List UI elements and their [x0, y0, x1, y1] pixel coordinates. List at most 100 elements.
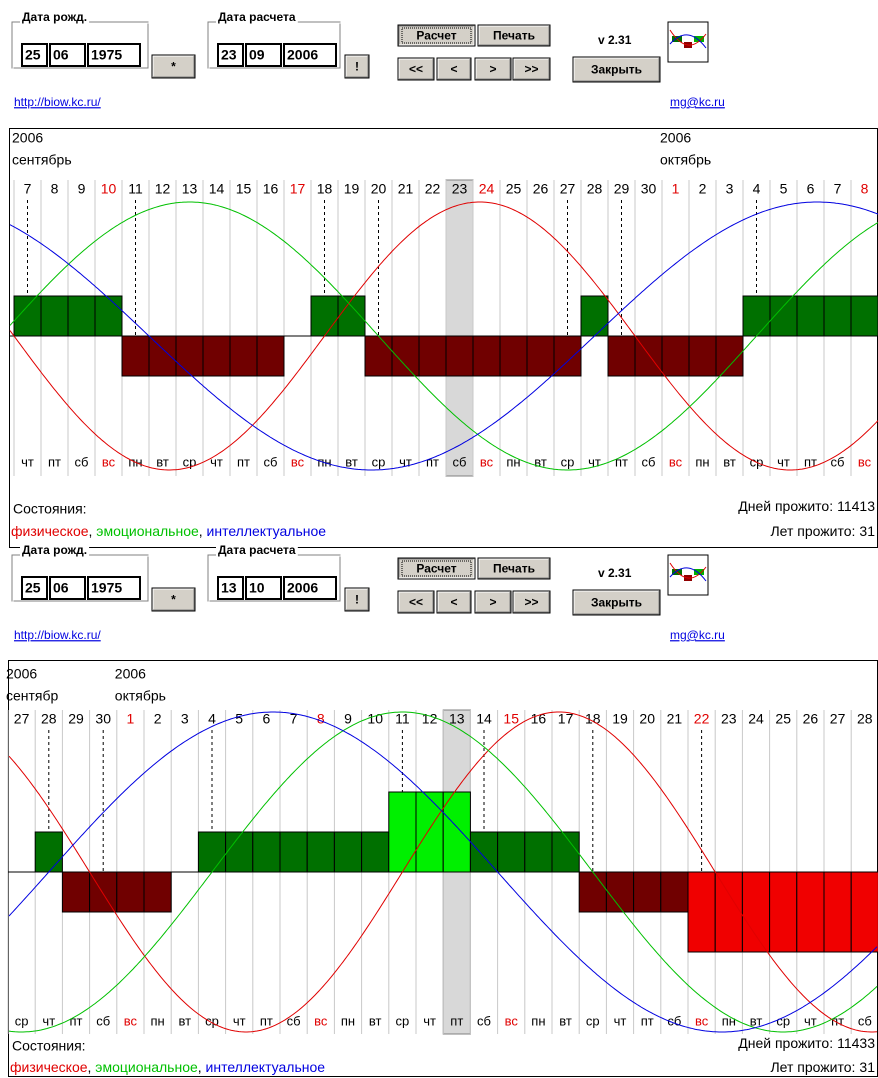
bevel: [438, 592, 471, 613]
day-number: 29: [614, 181, 630, 197]
state-bar: [524, 831, 553, 873]
print-button[interactable]: Печать: [477, 557, 551, 580]
bevel: [476, 592, 511, 613]
date-field[interactable]: [217, 576, 244, 600]
date-field[interactable]: [283, 576, 337, 600]
state-bar: [578, 871, 607, 913]
date-field[interactable]: [217, 43, 244, 67]
state-bar: [61, 871, 91, 913]
day-number: 25: [506, 181, 522, 197]
bevel: [478, 558, 549, 578]
day-number: 1: [127, 711, 135, 727]
date-field-text[interactable]: 2006: [287, 47, 318, 63]
day-number: 2: [699, 181, 707, 197]
day-number: 27: [14, 711, 30, 727]
url-link[interactable]: http://biow.kc.ru/: [14, 95, 101, 109]
calc-button[interactable]: Расчет: [397, 557, 476, 580]
weekday: вт: [723, 454, 736, 469]
go-button[interactable]: !: [344, 587, 370, 612]
nav-button[interactable]: <<: [397, 590, 435, 614]
legend: физическое, эмоциональное, интеллектуаль…: [11, 523, 326, 539]
calc-button[interactable]: Расчет: [397, 24, 476, 47]
bevel: [437, 591, 470, 612]
date-field-text[interactable]: 13: [221, 580, 237, 596]
bevel: [152, 55, 194, 77]
print-button[interactable]: Печать: [477, 24, 551, 47]
weekday: сб: [477, 1013, 491, 1028]
state-bar: [551, 831, 580, 873]
legend-entry: интеллектуальное: [206, 1059, 326, 1075]
legend-separator: ,: [89, 523, 97, 539]
date-field-text[interactable]: 25: [25, 47, 41, 63]
icon-curve: [669, 567, 707, 582]
day-number: 9: [78, 181, 86, 197]
state-bar: [823, 871, 852, 953]
date-field-text[interactable]: 09: [249, 47, 265, 63]
star-button[interactable]: *: [151, 54, 196, 79]
state-bar: [605, 871, 635, 913]
star-button[interactable]: *: [151, 587, 196, 612]
nav-button[interactable]: <: [436, 57, 472, 81]
day-number: 16: [531, 711, 547, 727]
date-field[interactable]: [49, 576, 86, 600]
close-button[interactable]: Закрыть: [572, 589, 661, 616]
nav-button[interactable]: <: [436, 590, 472, 614]
app-icon[interactable]: [667, 21, 709, 63]
date-field[interactable]: [21, 43, 48, 67]
date-field-text[interactable]: 06: [53, 580, 69, 596]
days-lived: Дней прожито: 11433: [738, 1035, 875, 1051]
controls: Дата рожд. 25 06 1975 * Дата расчета 13 10 2006!…: [11, 543, 725, 642]
app-icon[interactable]: [667, 554, 709, 596]
close-button[interactable]: Закрыть: [572, 56, 661, 83]
bevel: [152, 588, 194, 610]
date-field-text[interactable]: 25: [25, 580, 41, 596]
date-field[interactable]: [245, 43, 282, 67]
biorhythm-chart: 2006сентябр2006октябрь27ср28чт29пт30сб1в…: [6, 660, 878, 1077]
nav-button[interactable]: >>: [512, 590, 551, 614]
nav-button[interactable]: >: [474, 590, 512, 614]
nav-button[interactable]: <<: [397, 57, 435, 81]
state-bar: [445, 335, 474, 377]
weekday: чт: [42, 1013, 55, 1028]
weekday: чт: [614, 1013, 627, 1028]
bevel: [153, 56, 195, 78]
date-field[interactable]: [283, 43, 337, 67]
biorhythm-curve: [8, 711, 878, 1033]
bevel: [573, 590, 659, 614]
button-label: <: [450, 62, 457, 76]
day-number: 24: [479, 181, 495, 197]
button-label: Закрыть: [591, 596, 642, 610]
weekday: пн: [150, 1013, 164, 1028]
state-bar: [40, 295, 69, 337]
nav-button[interactable]: >>: [512, 57, 551, 81]
date-field[interactable]: [87, 576, 141, 600]
state-bar: [225, 831, 254, 873]
day-number: 15: [503, 711, 519, 727]
date-field[interactable]: [245, 576, 282, 600]
date-field-text[interactable]: 10: [249, 580, 265, 596]
date-field[interactable]: [21, 576, 48, 600]
date-field[interactable]: [87, 43, 141, 67]
date-field[interactable]: [49, 43, 86, 67]
date-field-text[interactable]: 2006: [287, 580, 318, 596]
nav-button[interactable]: >: [474, 57, 512, 81]
weekday: вс: [124, 1013, 138, 1028]
bevel: [438, 59, 471, 80]
legend-entry: физическое: [10, 1059, 88, 1075]
day-number: 4: [208, 711, 216, 727]
date-field-text[interactable]: 1975: [91, 580, 122, 596]
email-link[interactable]: mg@kc.ru: [670, 628, 725, 642]
day-number: 11: [395, 711, 410, 727]
url-link[interactable]: http://biow.kc.ru/: [14, 628, 101, 642]
date-field-text[interactable]: 1975: [91, 47, 122, 63]
email-link[interactable]: mg@kc.ru: [670, 95, 725, 109]
bevel: [398, 58, 433, 79]
state-bar: [256, 335, 285, 377]
day-number: 3: [181, 711, 189, 727]
date-field-text[interactable]: 23: [221, 47, 237, 63]
go-button[interactable]: !: [344, 54, 370, 79]
date-field-text[interactable]: 06: [53, 47, 69, 63]
state-bar: [661, 335, 690, 377]
day-number: 28: [857, 711, 873, 727]
bevel: [514, 59, 550, 80]
